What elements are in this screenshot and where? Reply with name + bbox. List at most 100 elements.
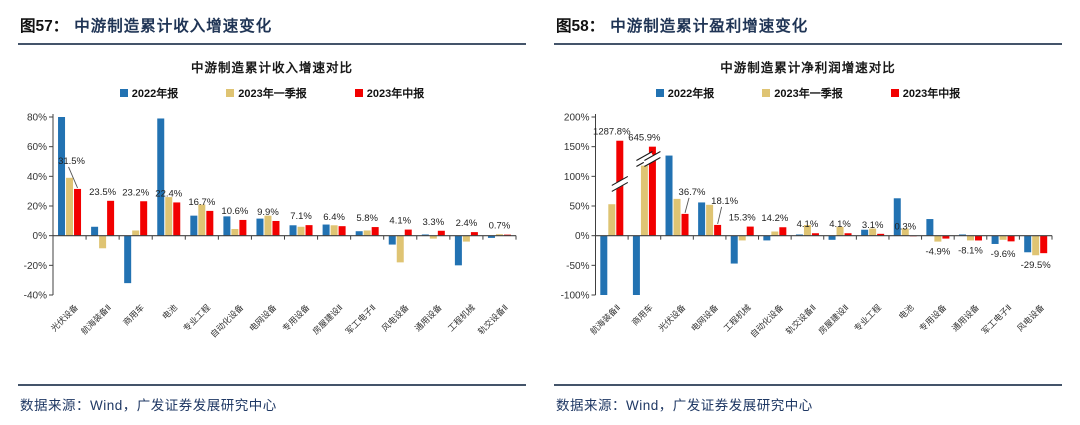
legend-swatch-blue xyxy=(655,89,664,97)
bar-2023年一季报-自动化设备 xyxy=(231,228,239,236)
bar-2022年报-风电设备 xyxy=(388,235,396,245)
y-tick-label: 200% xyxy=(564,113,590,124)
bar-2023年中报-光伏设备 xyxy=(74,188,82,236)
profit-growth-bar-chart: 200% 150% 100% 50% 0% -50% -100% 1287.8%645.9% 3… xyxy=(561,113,1053,339)
bar-2022年报-轨交设备Ⅱ xyxy=(487,235,495,238)
figure-58-title-row: 图58： 中游制造累计盈利增速变化 xyxy=(554,10,1062,45)
y-tick-label: -40% xyxy=(24,291,47,302)
x-category-label: 轨交设备Ⅱ xyxy=(476,302,510,336)
bar-2023年一季报-工程机械 xyxy=(462,235,470,242)
break-slash xyxy=(611,175,629,186)
legend-swatch-red xyxy=(890,89,899,97)
bar-2022年报-航海装备Ⅱ xyxy=(600,235,608,295)
data-label: 0.7% xyxy=(489,221,511,232)
legend-item-2022: 2022年报 xyxy=(655,85,714,101)
bar-2023年一季报-电网设备 xyxy=(706,204,714,236)
bar-2023年中报-房屋建设Ⅱ xyxy=(844,233,852,236)
data-label: 645.9% xyxy=(628,133,661,144)
x-category-label: 专业工程 xyxy=(181,302,212,333)
legend-swatch-red xyxy=(354,89,363,97)
legend-item-2023q1: 2023年一季报 xyxy=(226,85,307,101)
data-label: 7.1% xyxy=(290,211,312,222)
x-category-label: 电池 xyxy=(897,302,916,321)
legend-label-2022: 2022年报 xyxy=(131,88,179,100)
figure-58-label: 图58： xyxy=(556,18,605,35)
bar-2022年报-专用设备 xyxy=(289,225,297,236)
x-category-label: 光伏设备 xyxy=(49,302,80,333)
data-label: 4.1% xyxy=(797,219,819,230)
data-label: 18.1% xyxy=(711,196,738,207)
bar-2022年报-电网设备 xyxy=(698,202,706,236)
data-label: -29.5% xyxy=(1021,260,1052,271)
bar-2023年中报-商用车 xyxy=(648,146,656,236)
legend-item-2022: 2022年报 xyxy=(119,85,179,101)
bar-2022年报-专业工程 xyxy=(190,215,198,236)
bar-2023年中报-军工电子Ⅱ xyxy=(1007,235,1015,242)
legend-label-2023q1: 2023年一季报 xyxy=(238,88,307,100)
data-label: 6.4% xyxy=(323,212,345,223)
label-leader-line xyxy=(684,197,690,214)
data-label: 22.4% xyxy=(155,188,182,199)
bar-2023年中报-专业工程 xyxy=(206,210,214,236)
x-category-label: 电网设备 xyxy=(247,302,278,333)
legend-swatch-yellow xyxy=(226,89,235,97)
bar-2023年一季报-轨交设备Ⅱ xyxy=(495,234,503,236)
break-slash xyxy=(644,151,661,162)
break-gap xyxy=(634,151,654,167)
bar-2023年中报-自动化设备 xyxy=(239,219,247,236)
data-label: 36.7% xyxy=(679,187,706,198)
bar-2022年报-专用设备 xyxy=(926,219,934,236)
y-tick-label: 100% xyxy=(564,172,590,183)
bar-2022年报-电网设备 xyxy=(256,218,264,236)
bar-2023年中报-航海装备Ⅱ xyxy=(616,140,624,236)
bar-2023年一季报-电池 xyxy=(165,197,173,236)
data-label: 31.5% xyxy=(58,156,85,167)
y-tick-label: -100% xyxy=(561,291,590,302)
bar-2023年中报-专用设备 xyxy=(942,235,950,239)
break-slash xyxy=(611,181,629,192)
x-category-label: 房屋建设Ⅱ xyxy=(816,302,850,336)
label-leader-line xyxy=(717,206,723,225)
x-category-label: 专用设备 xyxy=(280,302,311,333)
data-label: 10.6% xyxy=(221,206,248,217)
data-label: 23.2% xyxy=(122,187,149,198)
data-label: 9.9% xyxy=(257,207,279,218)
data-label: 23.5% xyxy=(89,187,116,198)
bar-2023年一季报-专用设备 xyxy=(934,235,942,242)
legend-label-2023h1: 2023年中报 xyxy=(902,88,961,100)
figure-57-label: 图57： xyxy=(20,18,69,35)
bar-2023年中报-电网设备 xyxy=(272,220,280,236)
bar-2023年一季报-电网设备 xyxy=(264,215,272,236)
chart-58-legend: 2022年报 2023年一季报 2023年中报 xyxy=(554,85,1062,101)
chart-58-subtitle: 中游制造累计净利润增速对比 xyxy=(720,61,896,75)
x-category-label: 自动化设备 xyxy=(208,302,245,339)
bar-2022年报-房屋建设Ⅱ xyxy=(322,224,330,236)
bar-2023年一季报-专业工程 xyxy=(869,228,877,236)
bar-2023年中报-专业工程 xyxy=(877,233,885,236)
chart-57-legend: 2022年报 2023年一季报 2023年中报 xyxy=(18,85,526,101)
data-label: -4.9% xyxy=(925,247,950,258)
report-figures-row: 图57： 中游制造累计收入增速变化 中游制造累计收入增速对比 2022年报 20… xyxy=(18,10,1062,413)
y-tick-label: 150% xyxy=(564,142,590,153)
data-label: 3.1% xyxy=(862,220,884,231)
bar-2023年一季报-专业工程 xyxy=(198,204,206,236)
bar-2023年中报-工程机械 xyxy=(470,232,478,236)
bar-2023年一季报-军工电子Ⅱ xyxy=(363,230,371,236)
bar-2023年一季报-电池 xyxy=(901,228,909,236)
bar-2023年一季报-自动化设备 xyxy=(771,231,779,236)
bar-2023年一季报-轨交设备Ⅱ xyxy=(803,224,811,236)
data-label: 15.3% xyxy=(729,213,756,224)
data-label: 2.4% xyxy=(456,218,478,229)
bar-2023年一季报-房屋建设Ⅱ xyxy=(330,225,338,236)
bar-2023年中报-通用设备 xyxy=(974,235,982,241)
legend-swatch-yellow xyxy=(762,89,771,97)
data-label: 4.1% xyxy=(829,219,851,230)
y-tick-label: -20% xyxy=(24,261,47,272)
data-label: 3.3% xyxy=(422,217,444,228)
revenue-growth-bar-chart: 80% 60% 40% 20% 0% -20% -40% 31.5% 23.5% 23.2% 22.… xyxy=(24,113,517,339)
bar-2023年中报-航海装备Ⅱ xyxy=(107,200,115,236)
bar-2022年报-军工电子Ⅱ xyxy=(355,231,363,236)
bar-2023年一季报-光伏设备 xyxy=(66,177,74,236)
data-label: -8.1% xyxy=(958,245,983,256)
y-tick-label: 40% xyxy=(27,172,47,183)
